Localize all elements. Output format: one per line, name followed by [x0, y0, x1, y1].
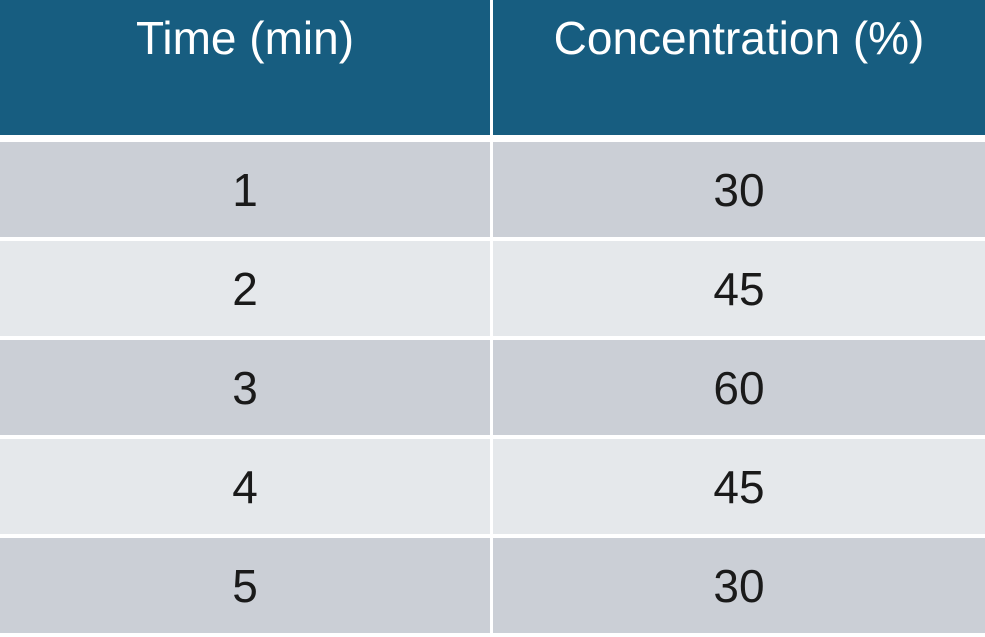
column-header-concentration-label: Concentration (%)	[553, 12, 925, 64]
cell-time: 5	[0, 538, 490, 633]
cell-time: 3	[0, 340, 490, 435]
cell-concentration: 30	[493, 538, 985, 633]
table-row: 4 45	[0, 439, 985, 534]
cell-concentration: 60	[493, 340, 985, 435]
table-body: 1 30 2 45 3 60 4 45 5 30	[0, 142, 985, 637]
table-row: 3 60	[0, 340, 985, 435]
table-row: 5 30	[0, 538, 985, 633]
cell-time: 2	[0, 241, 490, 336]
column-header-time-label: Time (min)	[135, 12, 355, 64]
table-header-row: Time (min) Concentration (%)	[0, 0, 985, 135]
cell-time: 1	[0, 142, 490, 237]
cell-time: 4	[0, 439, 490, 534]
table-row: 2 45	[0, 241, 985, 336]
table-row: 1 30	[0, 142, 985, 237]
cell-concentration: 45	[493, 439, 985, 534]
column-header-time: Time (min)	[0, 0, 490, 135]
cell-concentration: 30	[493, 142, 985, 237]
column-header-concentration: Concentration (%)	[493, 0, 985, 135]
cell-concentration: 45	[493, 241, 985, 336]
